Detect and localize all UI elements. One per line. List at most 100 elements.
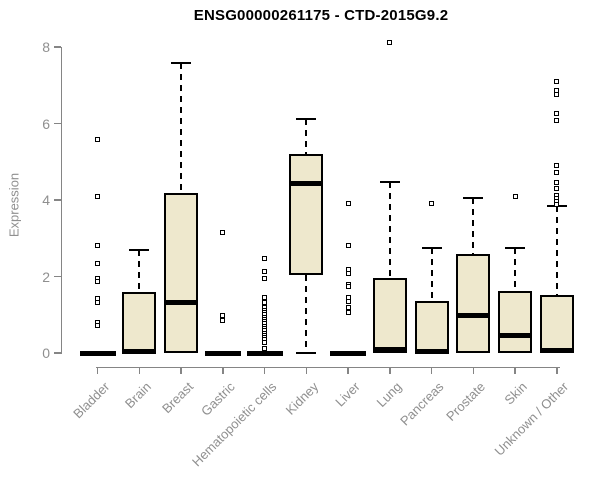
box — [122, 292, 157, 353]
upper-whisker-cap — [463, 196, 484, 200]
upper-whisker — [138, 250, 141, 293]
y-tick-label: 4 — [42, 192, 50, 208]
outlier-point — [345, 270, 351, 276]
upper-whisker — [555, 206, 558, 295]
y-axis-tick — [54, 199, 61, 201]
box — [539, 294, 574, 353]
median-line — [539, 348, 574, 354]
x-axis-tick — [347, 366, 349, 374]
flat-box — [246, 350, 283, 356]
outlier-point — [345, 200, 351, 206]
outlier-point — [95, 261, 101, 267]
box — [289, 154, 324, 275]
outlier-point — [262, 275, 268, 281]
x-axis-tick — [472, 366, 475, 374]
x-category-label: Breast — [158, 379, 196, 417]
outlier-point — [95, 323, 101, 329]
x-category-label: Pancreas — [396, 379, 447, 429]
outlier-point — [95, 137, 101, 143]
box — [164, 193, 199, 353]
median-line — [498, 332, 533, 338]
median-line — [164, 300, 199, 306]
y-axis-tick — [54, 275, 61, 278]
upper-whisker — [305, 118, 308, 155]
upper-whisker — [472, 198, 475, 254]
median-line — [414, 348, 449, 354]
upper-whisker-cap — [296, 117, 317, 121]
outlier-point — [554, 110, 560, 116]
x-category-label: Prostate — [443, 379, 489, 424]
x-axis-tick — [389, 366, 391, 374]
outlier-point — [345, 284, 351, 290]
x-axis-line — [95, 366, 560, 368]
outlier-point — [345, 304, 351, 310]
outlier-point — [345, 298, 351, 304]
flat-box — [330, 350, 367, 356]
upper-whisker — [430, 247, 433, 301]
x-category-label: Gastric — [197, 379, 238, 419]
x-axis-tick — [263, 366, 266, 374]
outlier-point — [262, 269, 268, 275]
outlier-point — [220, 317, 226, 323]
x-axis-tick — [180, 366, 182, 374]
x-category-label: Unknown / Other — [491, 379, 572, 459]
median-line — [122, 348, 157, 354]
x-axis-tick — [96, 366, 99, 374]
outlier-point — [554, 92, 560, 98]
x-category-label: Liver — [332, 379, 363, 410]
outlier-point — [95, 299, 101, 305]
y-tick-label: 8 — [42, 39, 50, 55]
outlier-point — [262, 345, 268, 351]
median-line — [456, 312, 491, 318]
upper-whisker-cap — [421, 246, 442, 250]
outlier-point — [554, 202, 560, 208]
x-category-label: Bladder — [70, 379, 113, 422]
outlier-point — [220, 312, 226, 318]
outlier-point — [554, 78, 560, 84]
x-axis-tick — [222, 366, 224, 374]
flat-box — [204, 350, 241, 356]
upper-whisker-cap — [379, 180, 400, 184]
x-axis-tick — [556, 366, 558, 374]
outlier-point — [345, 310, 351, 316]
x-axis-tick — [138, 366, 141, 374]
x-category-label: Brain — [121, 379, 155, 412]
y-axis-tick — [54, 352, 61, 354]
outlier-point — [554, 185, 560, 191]
median-line — [372, 346, 407, 352]
x-axis-tick — [430, 366, 433, 374]
outlier-point — [554, 179, 560, 185]
box — [498, 291, 533, 353]
outlier-point — [95, 243, 101, 249]
y-tick-label: 6 — [42, 115, 50, 132]
outlier-point — [95, 193, 101, 199]
outlier-point — [512, 194, 518, 200]
outlier-point — [262, 299, 268, 305]
x-category-label: Skin — [501, 379, 530, 408]
upper-whisker-cap — [505, 246, 526, 250]
median-line — [289, 180, 324, 186]
x-category-label: Kidney — [282, 379, 322, 418]
outlier-point — [95, 279, 101, 285]
box — [414, 300, 449, 353]
lower-whisker — [305, 274, 308, 353]
outlier-point — [262, 294, 268, 300]
y-axis-line — [60, 47, 62, 354]
box — [372, 278, 407, 353]
y-tick-label: 2 — [42, 268, 50, 285]
y-axis-tick — [54, 122, 61, 125]
y-tick-label: 0 — [42, 345, 50, 361]
outlier-point — [262, 255, 268, 261]
flat-box — [79, 350, 116, 356]
box — [456, 253, 491, 353]
outlier-point — [220, 229, 226, 235]
x-axis-tick — [305, 366, 308, 374]
upper-whisker-cap — [129, 248, 150, 252]
upper-whisker — [388, 182, 391, 279]
y-axis-tick — [54, 46, 61, 48]
x-axis-tick — [514, 366, 516, 374]
outlier-point — [554, 162, 560, 168]
outlier-point — [262, 339, 268, 345]
upper-whisker — [514, 247, 517, 292]
